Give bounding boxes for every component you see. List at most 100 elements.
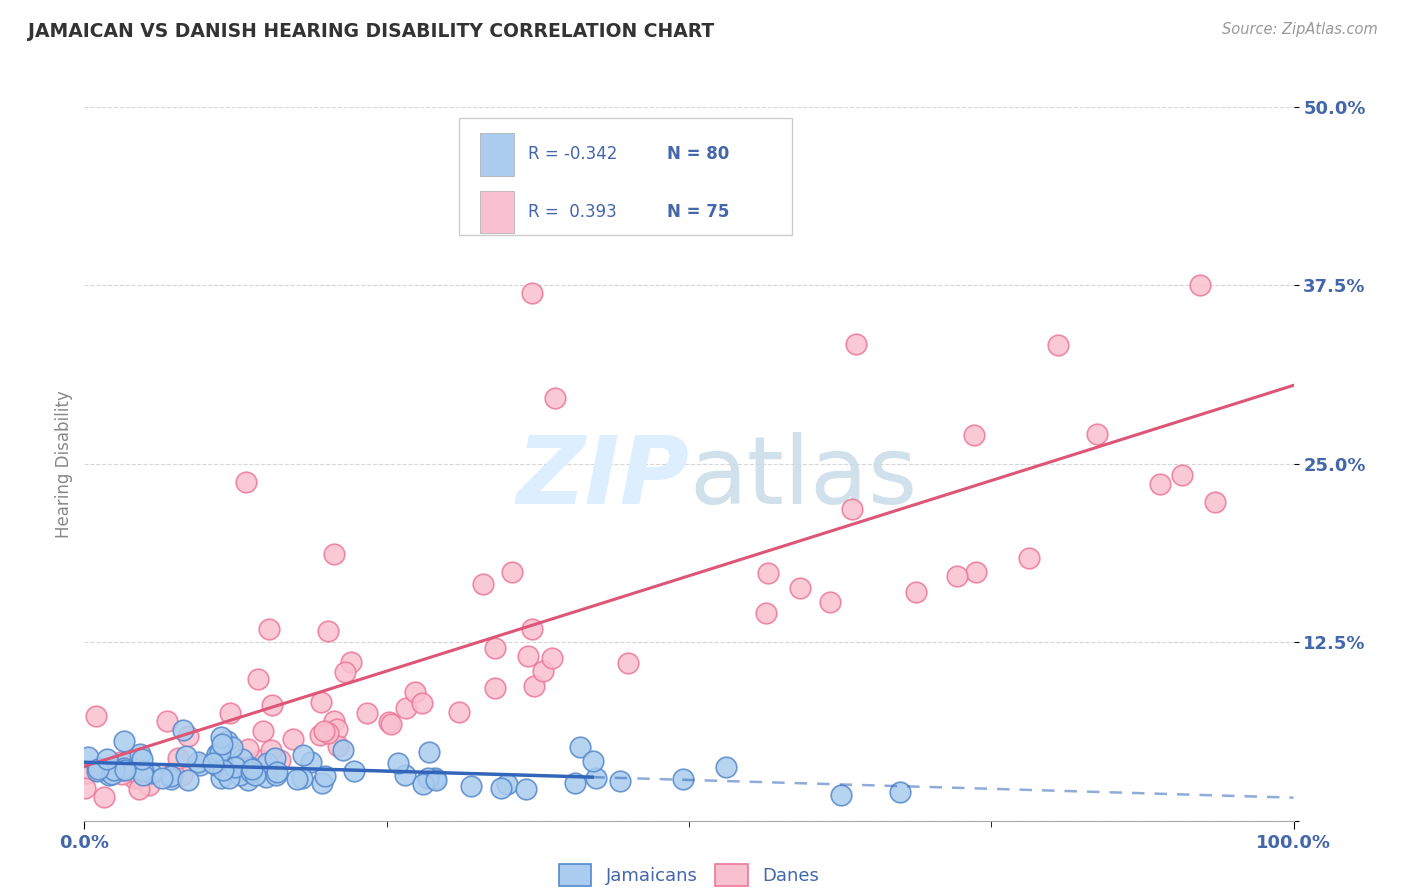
- Point: [224, 760, 246, 774]
- Point: [236, 741, 259, 756]
- Point: [1189, 278, 1212, 293]
- Point: [231, 752, 253, 766]
- Point: [1085, 426, 1108, 441]
- Point: [394, 768, 416, 782]
- Point: [112, 734, 135, 748]
- Point: [889, 785, 911, 799]
- Point: [316, 726, 339, 740]
- Point: [285, 772, 308, 786]
- Point: [129, 747, 152, 761]
- Text: Source: ZipAtlas.com: Source: ZipAtlas.com: [1222, 22, 1378, 37]
- Point: [501, 566, 523, 580]
- Point: [93, 789, 115, 804]
- Point: [167, 751, 190, 765]
- Point: [76, 766, 98, 780]
- Text: JAMAICAN VS DANISH HEARING DISABILITY CORRELATION CHART: JAMAICAN VS DANISH HEARING DISABILITY CO…: [28, 22, 714, 41]
- Point: [100, 767, 122, 781]
- Point: [188, 758, 211, 772]
- Point: [291, 771, 314, 785]
- Point: [111, 766, 134, 780]
- Point: [301, 755, 323, 769]
- Point: [418, 745, 440, 759]
- Point: [333, 665, 356, 679]
- Point: [257, 622, 280, 636]
- FancyBboxPatch shape: [479, 191, 513, 234]
- Point: [322, 714, 344, 729]
- Point: [449, 705, 471, 719]
- Text: N = 80: N = 80: [668, 145, 730, 163]
- Point: [98, 768, 121, 782]
- Point: [160, 769, 183, 783]
- Point: [489, 781, 512, 796]
- Point: [205, 747, 228, 762]
- Point: [87, 762, 110, 776]
- Y-axis label: Hearing Disability: Hearing Disability: [55, 390, 73, 538]
- Point: [160, 772, 183, 787]
- Point: [472, 186, 495, 200]
- Point: [128, 782, 150, 797]
- Point: [841, 502, 863, 516]
- Point: [177, 730, 200, 744]
- Point: [411, 696, 433, 710]
- Point: [239, 760, 262, 774]
- Point: [132, 767, 155, 781]
- Point: [211, 737, 233, 751]
- Point: [103, 763, 125, 777]
- Point: [395, 700, 418, 714]
- Point: [585, 771, 607, 785]
- Point: [212, 756, 235, 771]
- Point: [138, 778, 160, 792]
- Point: [96, 752, 118, 766]
- Point: [229, 768, 252, 782]
- Point: [544, 391, 567, 405]
- Point: [252, 723, 274, 738]
- Point: [207, 747, 229, 762]
- Text: atlas: atlas: [689, 432, 917, 524]
- Point: [132, 764, 155, 779]
- Point: [520, 285, 543, 300]
- Point: [425, 772, 447, 786]
- Point: [609, 774, 631, 789]
- Point: [845, 336, 868, 351]
- Point: [540, 651, 562, 665]
- FancyBboxPatch shape: [460, 118, 792, 235]
- Point: [789, 581, 811, 595]
- Point: [516, 648, 538, 663]
- Point: [236, 773, 259, 788]
- Point: [263, 751, 285, 765]
- Point: [110, 755, 132, 769]
- Point: [162, 765, 184, 780]
- Point: [323, 547, 346, 561]
- Point: [311, 776, 333, 790]
- Point: [115, 755, 138, 769]
- Point: [472, 577, 495, 591]
- Point: [316, 624, 339, 638]
- Text: R = -0.342: R = -0.342: [529, 145, 617, 163]
- Point: [235, 475, 257, 489]
- Point: [209, 771, 232, 785]
- Point: [219, 763, 242, 777]
- Point: [174, 749, 197, 764]
- Point: [75, 781, 97, 796]
- Point: [1018, 551, 1040, 566]
- Point: [266, 765, 288, 780]
- Point: [250, 753, 273, 767]
- Point: [326, 739, 349, 753]
- Point: [830, 788, 852, 802]
- Point: [380, 716, 402, 731]
- Point: [243, 768, 266, 782]
- Point: [172, 768, 194, 782]
- Point: [86, 764, 108, 779]
- Point: [818, 595, 841, 609]
- Point: [281, 732, 304, 747]
- Point: [312, 724, 335, 739]
- Point: [756, 566, 779, 581]
- Point: [218, 771, 240, 785]
- Point: [209, 745, 232, 759]
- Point: [1047, 338, 1070, 352]
- Point: [246, 672, 269, 686]
- Point: [387, 756, 409, 770]
- Text: ZIP: ZIP: [516, 432, 689, 524]
- Point: [325, 723, 347, 737]
- Point: [212, 764, 235, 778]
